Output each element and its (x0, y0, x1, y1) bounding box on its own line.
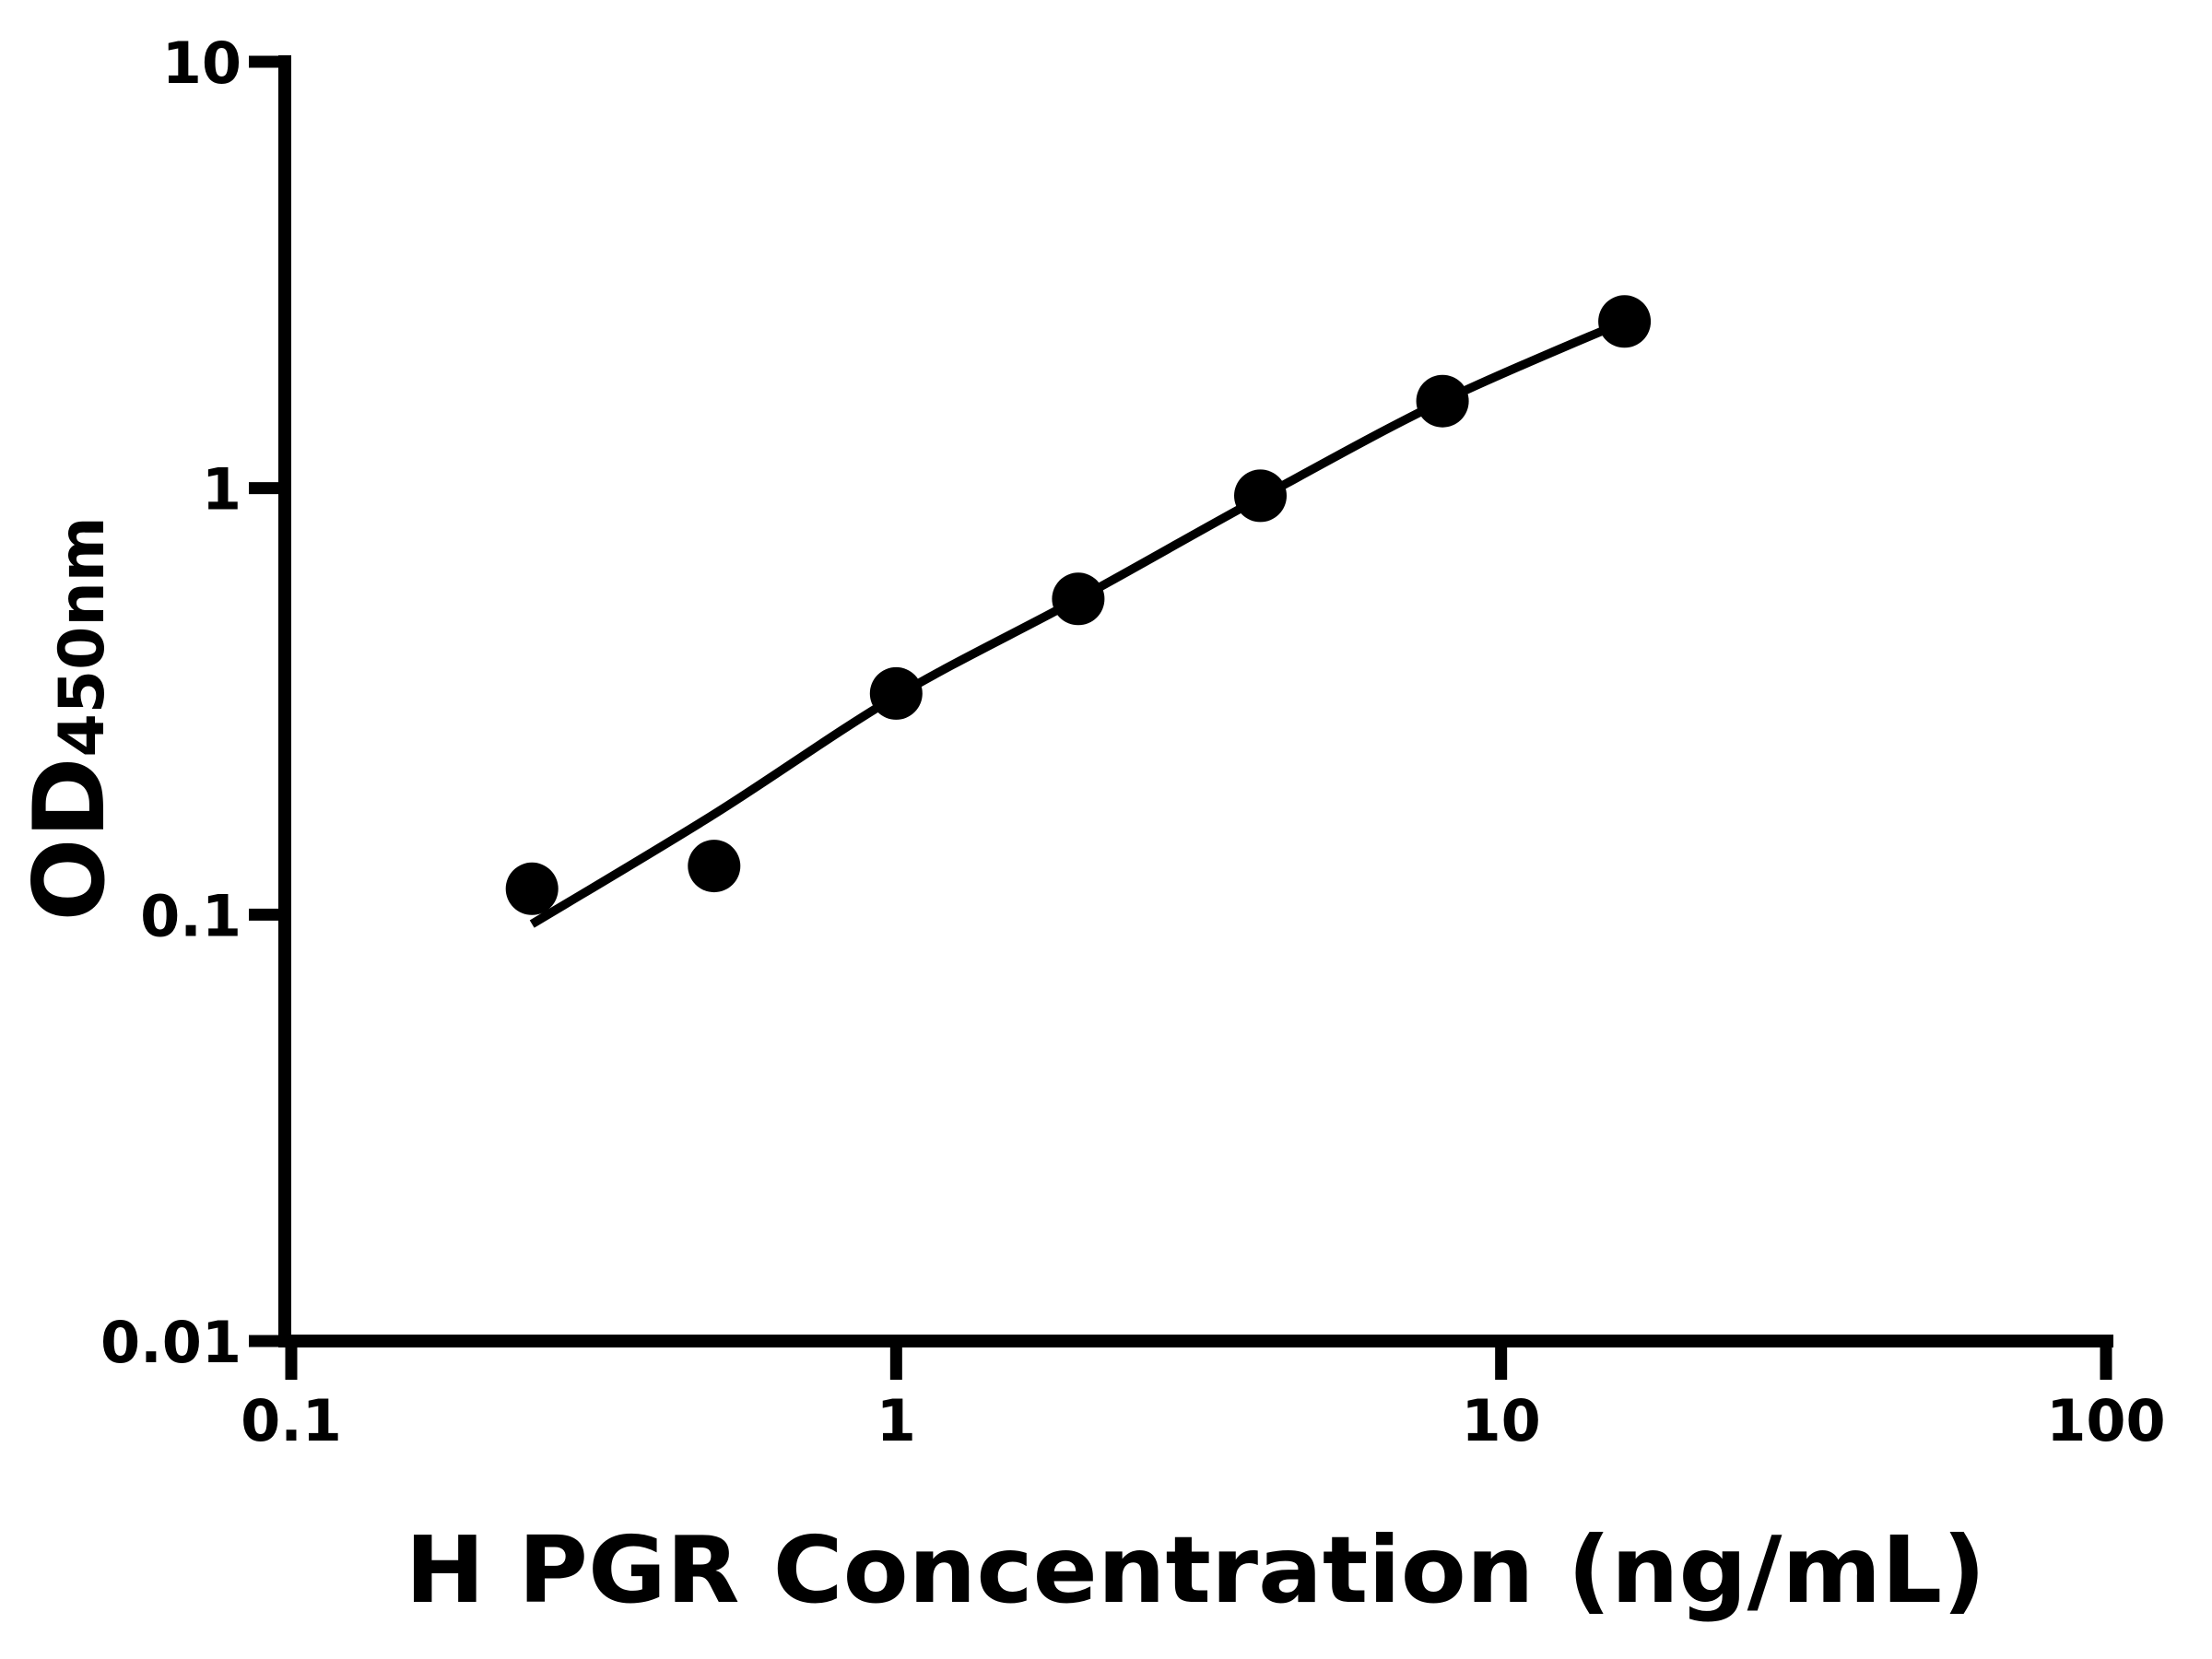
data-point (688, 840, 741, 893)
data-point (1234, 469, 1287, 523)
y-axis-title: OD450nm (13, 516, 126, 921)
x-tick-label: 1 (877, 1387, 916, 1454)
x-axis-ticks: 0.1 1 10 100 (241, 1341, 2166, 1454)
y-tick-label: 0.1 (140, 882, 241, 949)
y-axis-title-od: OD (13, 758, 126, 922)
y-axis-title-wavelength: 450nm (46, 516, 119, 757)
x-tick-label: 0.1 (241, 1387, 342, 1454)
x-tick-label: 100 (2046, 1387, 2165, 1454)
y-axis-ticks: 0.01 0.1 1 10 (100, 29, 285, 1376)
data-point (1598, 295, 1652, 348)
x-tick-label: 10 (1462, 1387, 1541, 1454)
y-tick-label: 1 (202, 456, 241, 524)
y-tick-label: 0.01 (100, 1309, 241, 1376)
data-point (869, 666, 923, 720)
data-point (505, 862, 559, 915)
data-point (1052, 572, 1105, 626)
data-points (505, 295, 1652, 915)
y-tick-label: 10 (162, 29, 241, 97)
data-point (1416, 374, 1469, 428)
x-axis-title: H PGR Concentration (ng/mL) (406, 1516, 1986, 1624)
